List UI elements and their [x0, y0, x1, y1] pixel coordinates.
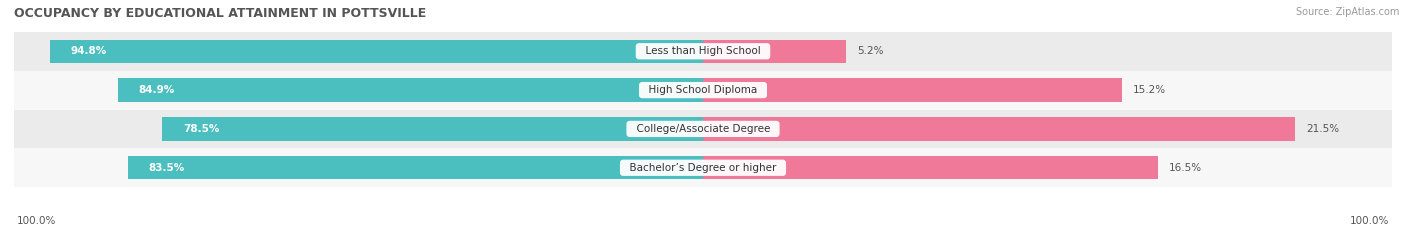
Bar — [14, 110, 1392, 148]
Bar — [703, 40, 846, 63]
Bar — [128, 156, 703, 179]
Text: Less than High School: Less than High School — [638, 46, 768, 56]
Bar — [49, 40, 703, 63]
Text: Bachelor’s Degree or higher: Bachelor’s Degree or higher — [623, 163, 783, 173]
Bar — [162, 117, 703, 140]
Bar — [703, 117, 1295, 140]
Text: 83.5%: 83.5% — [149, 163, 184, 173]
Text: 94.8%: 94.8% — [70, 46, 107, 56]
Text: 16.5%: 16.5% — [1168, 163, 1202, 173]
Bar — [703, 79, 1122, 102]
Text: 15.2%: 15.2% — [1133, 85, 1166, 95]
Text: 21.5%: 21.5% — [1306, 124, 1340, 134]
Bar — [118, 79, 703, 102]
Bar — [14, 71, 1392, 110]
Text: Source: ZipAtlas.com: Source: ZipAtlas.com — [1295, 7, 1399, 17]
Bar — [703, 156, 1157, 179]
Text: 78.5%: 78.5% — [183, 124, 219, 134]
Bar — [14, 148, 1392, 187]
Text: College/Associate Degree: College/Associate Degree — [630, 124, 776, 134]
Text: 100.0%: 100.0% — [1350, 216, 1389, 226]
Text: OCCUPANCY BY EDUCATIONAL ATTAINMENT IN POTTSVILLE: OCCUPANCY BY EDUCATIONAL ATTAINMENT IN P… — [14, 7, 426, 20]
Text: High School Diploma: High School Diploma — [643, 85, 763, 95]
Bar — [14, 32, 1392, 71]
Text: 84.9%: 84.9% — [139, 85, 174, 95]
Text: 100.0%: 100.0% — [17, 216, 56, 226]
Text: 5.2%: 5.2% — [858, 46, 884, 56]
